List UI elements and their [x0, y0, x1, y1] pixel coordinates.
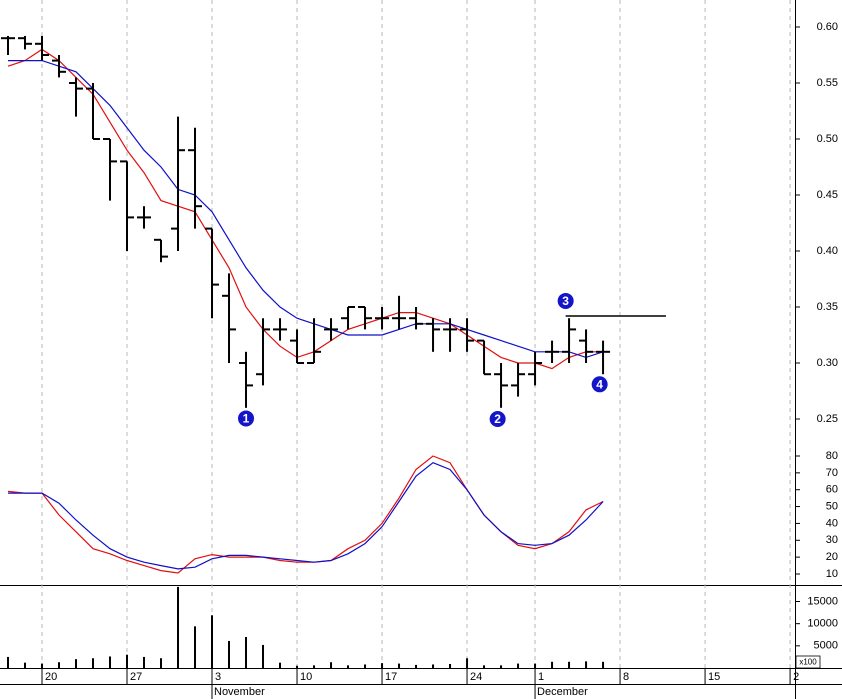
y-tick-label: 10000 [807, 618, 838, 630]
y-tick-label: 0.40 [817, 245, 838, 257]
annotation-label: 3 [562, 294, 569, 308]
y-tick-label: 80 [826, 450, 838, 462]
x-tick-label: 15 [708, 671, 720, 683]
y-tick-label: 40 [826, 517, 838, 529]
month-label: December [537, 686, 588, 698]
x-tick-label: 10 [300, 671, 312, 683]
indicator-line [7, 455, 604, 574]
y-tick-label: 15000 [807, 595, 838, 607]
annotation-marker [591, 376, 608, 393]
moving-average [8, 60, 604, 359]
x-tick-label: 17 [385, 671, 397, 683]
x-tick-label: 1 [538, 671, 544, 683]
y-tick-label: 0.50 [817, 133, 838, 145]
y-tick-label: 10 [826, 568, 838, 580]
annotation-marker [238, 410, 255, 427]
y-tick-label: 60 [826, 484, 838, 496]
x-tick-label: 27 [130, 671, 142, 683]
y-tick-label: 5000 [814, 640, 838, 652]
x-tick-label: 24 [470, 671, 482, 683]
indicator-line [8, 462, 604, 570]
annotation-label: 4 [596, 377, 603, 391]
y-tick-label: 0.35 [817, 301, 838, 313]
annotation-label: 2 [494, 412, 501, 426]
y-tick-label: 0.25 [817, 413, 838, 425]
x-tick-label: 20 [45, 671, 57, 683]
y-tick-label: 0.30 [817, 357, 838, 369]
y-tick-label: 0.60 [817, 21, 838, 33]
annotation-label: 1 [243, 412, 250, 426]
x-tick-label: 2 [793, 671, 799, 683]
y-tick-label: 20 [826, 551, 838, 563]
y-tick-label: 0.45 [817, 189, 838, 201]
x-tick-label: 8 [623, 671, 629, 683]
y-tick-label: 0.55 [817, 77, 838, 89]
unit-label: x100 [799, 658, 817, 667]
moving-average [7, 48, 604, 370]
x-tick-label: 3 [215, 671, 221, 683]
y-tick-label: 50 [826, 500, 838, 512]
annotation-marker [489, 411, 506, 428]
unit-box [795, 655, 821, 669]
annotation-marker [557, 292, 574, 309]
month-label: November [214, 686, 265, 698]
y-tick-label: 70 [826, 467, 838, 479]
y-tick-label: 30 [826, 534, 838, 546]
